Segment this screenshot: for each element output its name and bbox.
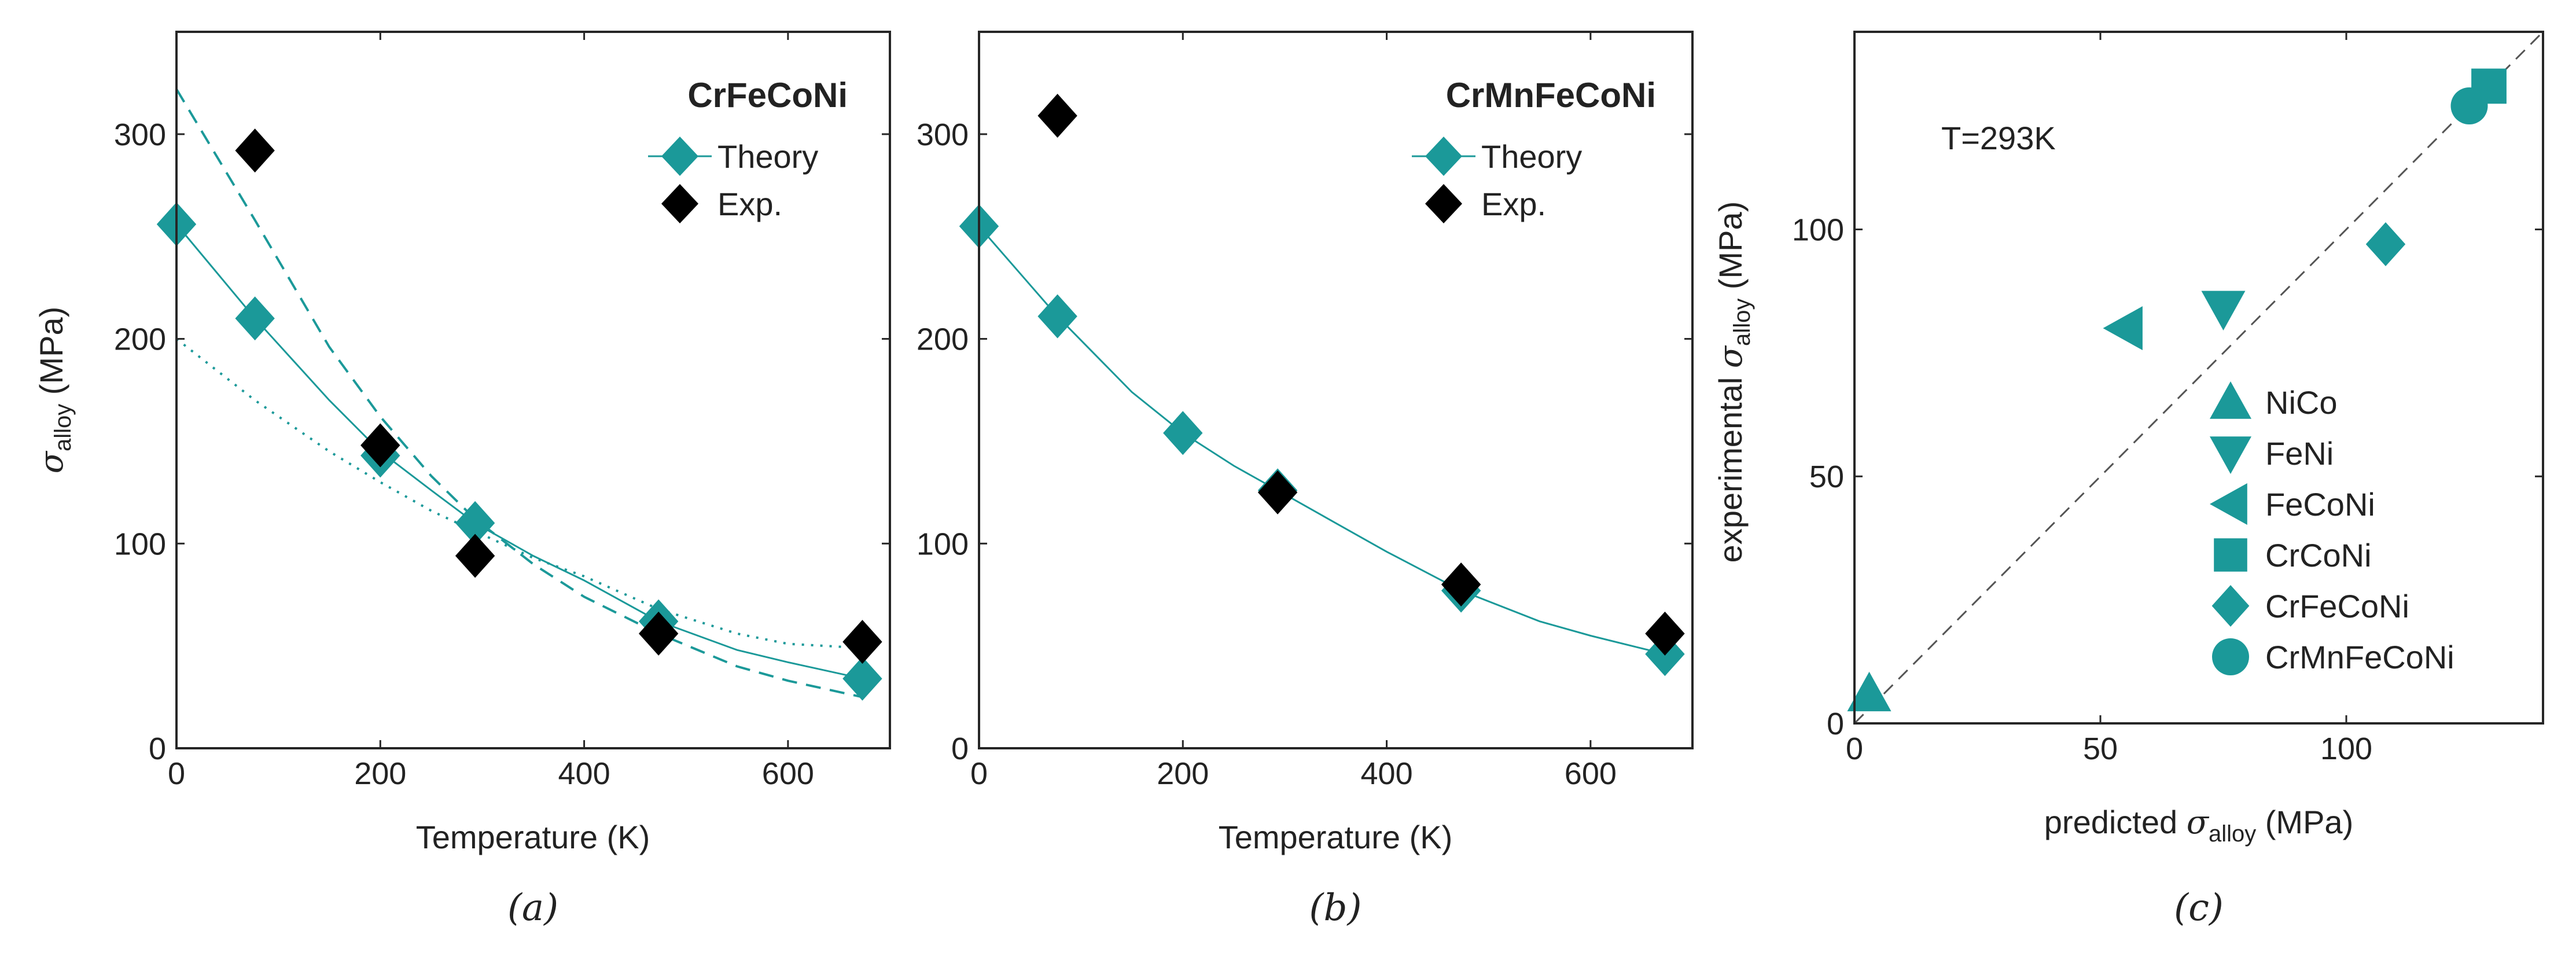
legend-marker-nico xyxy=(2210,381,2251,419)
legend-exp-label: Exp. xyxy=(717,186,782,222)
xlabel-sub: alloy xyxy=(2209,821,2256,847)
exp-point xyxy=(638,611,679,656)
legend-marker-crmnfeconi xyxy=(2212,638,2249,675)
panel-a-title: CrFeCoNi xyxy=(687,76,848,115)
panel-b-xlabel: Temperature (K) xyxy=(1219,819,1453,855)
panel-c-chart: 0 50 100 0 50 100 T=293K NiCo FeNi FeCoNi CrCoNi… xyxy=(1712,31,2544,929)
ylabel-sub: alloy xyxy=(1729,299,1755,346)
exp-point xyxy=(1645,611,1685,656)
exp-point xyxy=(1441,562,1481,607)
legend-exp-marker xyxy=(1425,184,1462,223)
panel-a-legend: Theory Exp. xyxy=(648,137,818,223)
panel-c-ylabel: experimental σalloy (MPa) xyxy=(1712,201,1755,563)
y-tick-label: 300 xyxy=(114,117,166,152)
legend-marker-feconi xyxy=(2210,483,2247,525)
y-tick-label: 100 xyxy=(114,527,166,561)
y-tick-label: 100 xyxy=(1792,212,1844,247)
panel-c-axes-frame xyxy=(1853,31,2544,725)
panel-a-xlabel: Temperature (K) xyxy=(416,819,650,855)
x-tick-label: 0 xyxy=(1846,731,1863,766)
exp-point xyxy=(455,534,495,578)
exp-point xyxy=(1257,470,1298,514)
y-tick-label: 0 xyxy=(951,731,969,766)
y-tick-label: 200 xyxy=(114,322,166,357)
theory-point xyxy=(235,296,275,341)
legend-exp-marker xyxy=(661,184,698,223)
x-tick-label: 100 xyxy=(2320,731,2372,766)
panel-c-legend: NiCo FeNi FeCoNi CrCoNi CrFeCoNi CrMnFeCoNi xyxy=(2210,381,2454,675)
x-tick-label: 400 xyxy=(558,756,610,791)
ylabel-unit: (MPa) xyxy=(33,307,69,404)
y-tick-label: 200 xyxy=(917,322,969,357)
panel-a-axes-frame xyxy=(175,31,891,749)
point-feconi xyxy=(2103,306,2143,351)
panel-b-label: (b) xyxy=(1309,887,1362,929)
exp-point xyxy=(1037,94,1077,138)
theory-point xyxy=(1163,411,1203,455)
point-feni xyxy=(2201,291,2246,330)
panel-b-title: CrMnFeCoNi xyxy=(1446,76,1656,115)
legend-label-crconi: CrCoNi xyxy=(2265,537,2372,573)
point-nico xyxy=(1847,671,1891,712)
legend-marker-crconi xyxy=(2214,538,2247,572)
exp-point xyxy=(235,128,275,173)
x-tick-label: 600 xyxy=(762,756,814,791)
y-tick-label: 300 xyxy=(917,117,969,152)
x-tick-label: 400 xyxy=(1361,756,1413,791)
legend-theory-marker xyxy=(661,137,698,176)
panel-a-chart: 0 200 400 600 0 100 200 300 CrFeCoNi Theory Exp… xyxy=(33,31,891,929)
legend-marker-crfeconi xyxy=(2211,585,2250,627)
legend-label-crfeconi: CrFeCoNi xyxy=(2265,588,2409,624)
panel-b-legend: Theory Exp. xyxy=(1412,137,1582,223)
theory-point xyxy=(455,501,495,545)
panel-c-xlabel: predicted σalloy (MPa) xyxy=(2044,804,2353,847)
y-tick-label: 0 xyxy=(149,731,166,766)
panel-a-ylabel: σalloy (MPa) xyxy=(33,307,76,474)
panel-b-axes-frame xyxy=(978,31,1694,749)
legend-label-feconi: FeCoNi xyxy=(2265,486,2375,523)
panel-c-annotation: T=293K xyxy=(1941,120,2056,156)
panel-b-chart: 0 200 400 600 0 100 200 300 CrMnFeCoNi Theory E… xyxy=(917,31,1694,929)
fit-curve-solid xyxy=(978,226,1665,655)
legend-label-nico: NiCo xyxy=(2265,384,2337,421)
x-tick-label: 50 xyxy=(2083,731,2118,766)
fit-curve-dashed xyxy=(175,88,863,698)
xlabel-pre: predicted xyxy=(2044,804,2187,840)
exp-point xyxy=(842,620,882,664)
legend-theory-label: Theory xyxy=(1481,138,1582,175)
legend-label-feni: FeNi xyxy=(2265,435,2334,472)
ylabel-symbol: σ xyxy=(1712,345,1750,368)
ylabel-pre: experimental xyxy=(1712,368,1749,562)
panel-c-label: (c) xyxy=(2174,887,2224,929)
point-crmnfeconi xyxy=(2450,87,2488,125)
y-tick-label: 50 xyxy=(1809,459,1844,494)
ylabel-sub: alloy xyxy=(50,404,76,451)
fit-curve-solid xyxy=(175,223,863,680)
y-tick-label: 0 xyxy=(1827,707,1844,741)
panel-a-label: (a) xyxy=(507,887,558,929)
x-tick-label: 200 xyxy=(1157,756,1209,791)
xlabel-symbol: σ xyxy=(2187,804,2210,841)
ylabel-unit: (MPa) xyxy=(1712,201,1749,299)
theory-point xyxy=(842,656,882,701)
legend-marker-feni xyxy=(2210,436,2251,474)
xlabel-unit: (MPa) xyxy=(2256,804,2353,840)
exp-point xyxy=(360,423,400,468)
ylabel-symbol: σ xyxy=(33,450,71,473)
legend-theory-label: Theory xyxy=(717,138,818,175)
point-crfeconi xyxy=(2365,222,2406,267)
legend-label-crmnfeconi: CrMnFeCoNi xyxy=(2265,639,2454,675)
legend-exp-label: Exp. xyxy=(1481,186,1546,222)
parity-line xyxy=(1853,31,2544,725)
y-tick-label: 100 xyxy=(917,527,969,561)
x-tick-label: 0 xyxy=(970,756,988,791)
legend-theory-marker xyxy=(1425,137,1462,176)
x-tick-label: 0 xyxy=(168,756,185,791)
theory-point xyxy=(1037,294,1077,339)
x-tick-label: 600 xyxy=(1565,756,1617,791)
x-tick-label: 200 xyxy=(354,756,406,791)
fit-curve-dotted xyxy=(175,338,863,649)
